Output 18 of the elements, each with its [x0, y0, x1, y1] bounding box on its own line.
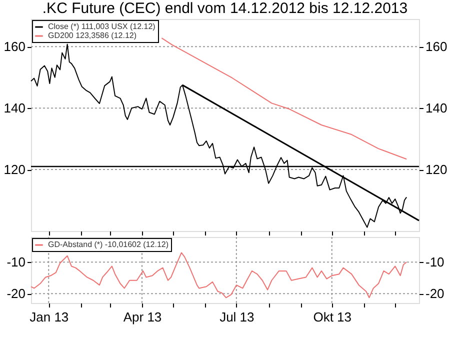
y2-tick-label: 120 [426, 162, 448, 178]
x-tick-label: Jul 13 [220, 310, 254, 324]
y-tick-label: 140 [4, 100, 26, 116]
chart-title: .KC Future (CEC) endl vom 14.12.2012 bis 12.12.2013 [42, 0, 408, 17]
x-tick-label: Jan 13 [30, 310, 69, 324]
y2-tick-label: -10 [426, 254, 444, 270]
legend-label: GD-Abstand (*) -10,01602 (12.12) [48, 240, 169, 249]
legend-label: Close (*) 111,003 USX (12.12) [48, 22, 156, 31]
y-tick-label: -20 [6, 286, 26, 302]
y2-tick-label: -20 [426, 286, 444, 302]
x-tick-label: Apr 13 [123, 310, 162, 324]
y2-tick-label: 160 [426, 39, 448, 54]
legend-label: GD200 123,3586 (12.12) [48, 31, 137, 40]
y-tick-label: -10 [6, 254, 26, 270]
y-tick-label: 160 [4, 39, 26, 54]
x-tick-label: Okt 13 [313, 310, 352, 324]
y2-tick-label: 140 [426, 100, 448, 116]
y-tick-label: 120 [4, 162, 26, 178]
